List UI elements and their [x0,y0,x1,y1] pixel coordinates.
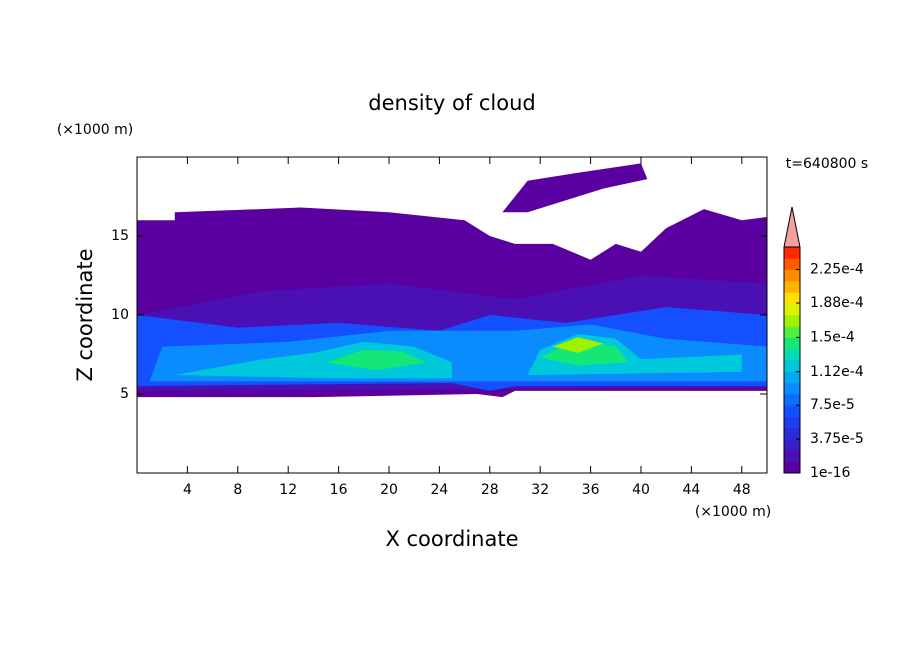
colorbar-band [784,439,800,451]
y-axis-label: Z coordinate [73,248,97,381]
contour-region [552,337,604,353]
colorbar-band [784,450,800,463]
colorbar-tick-label: 1.12e-4 [810,364,864,380]
colorbar-band [784,371,800,384]
colorbar-band [784,348,800,361]
contour-region [502,163,648,213]
x-tick-label: 44 [682,482,700,498]
colorbar-tick-label: 2.25e-4 [810,262,864,278]
colorbar-tick-label: 3.75e-5 [810,431,864,447]
colorbar-tick-label: 7.5e-5 [810,397,855,413]
colorbar-extend [783,206,801,248]
x-unit: (×1000 m) [695,504,771,520]
x-tick-label: 40 [632,482,650,498]
y-tick-label: 15 [111,228,129,244]
colorbar-band [784,360,800,372]
colorbar-tick-label: 1.5e-4 [810,329,855,345]
colorbar-tick-label: 1.88e-4 [810,295,864,311]
colorbar-band [784,326,800,338]
x-tick-label: 16 [330,482,348,498]
x-tick-label: 8 [233,482,242,498]
colorbar-band [784,427,800,440]
colorbar-band [784,303,800,316]
colorbar-tick-label: 1e-16 [810,465,850,481]
x-tick-label: 24 [430,482,448,498]
y-tick-label: 5 [120,386,129,402]
contour-region [540,338,629,366]
contour-region [326,349,427,371]
x-tick-label: 28 [481,482,499,498]
colorbar-band [784,292,800,304]
colorbar-band [784,269,800,282]
colorbar-band [784,314,800,327]
colorbar-frame [783,246,801,474]
colorbar-band [784,416,800,429]
colorbar-band [784,258,800,271]
colorbar-band [784,280,800,293]
colorbar-band [784,382,800,395]
x-tick-label: 48 [733,482,751,498]
x-tick-label: 4 [183,482,192,498]
x-tick-label: 12 [279,482,297,498]
colorbar-band [784,247,800,259]
colorbar-band [784,337,800,350]
y-tick-label: 10 [111,307,129,323]
x-tick-label: 36 [582,482,600,498]
chart-title: density of cloud [368,91,535,115]
colorbar-band [784,405,800,417]
colorbar-band [784,461,800,474]
y-unit: (×1000 m) [57,122,133,138]
time-annotation: t=640800 s [786,156,868,172]
x-tick-label: 20 [380,482,398,498]
x-axis-label: X coordinate [385,527,518,551]
colorbar-band [784,393,800,406]
x-tick-label: 32 [531,482,549,498]
